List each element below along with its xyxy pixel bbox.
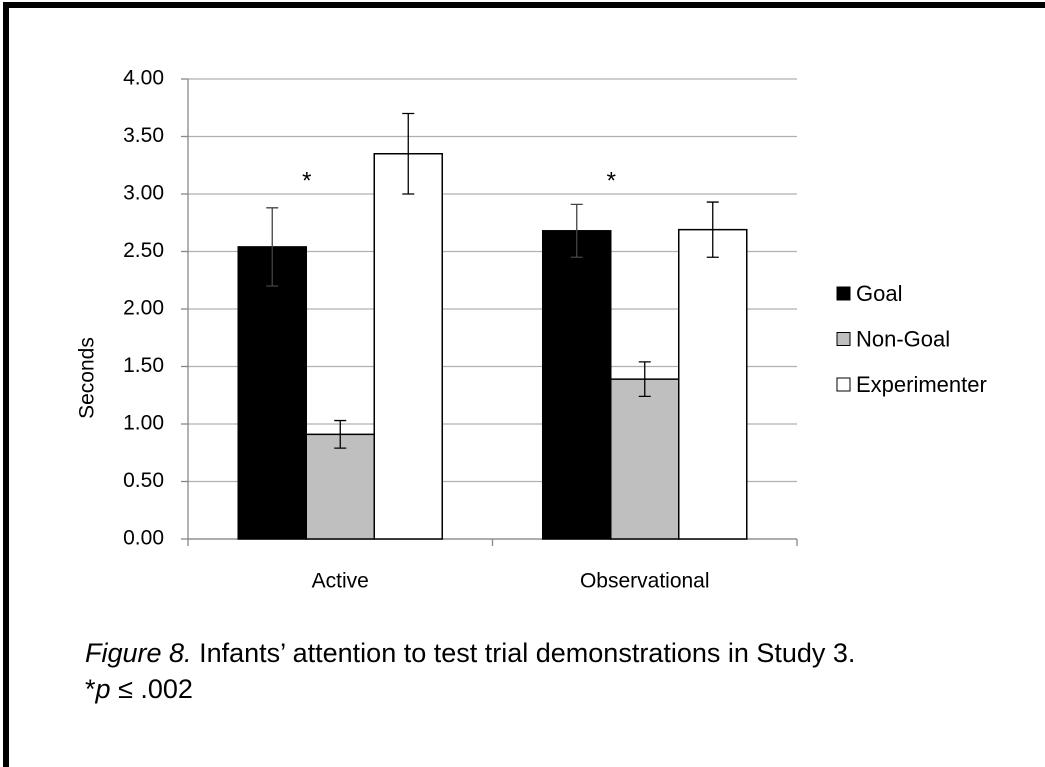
y-axis-label: Seconds (76, 337, 99, 419)
caption-label: Figure 8. (85, 638, 192, 668)
caption: Figure 8. Infants’ attention to test tri… (85, 638, 855, 669)
caption-text: Infants’ attention to test trial demonst… (199, 638, 856, 668)
y-tick-label: 2.50 (123, 239, 164, 262)
y-tick-label: 4.00 (123, 67, 164, 90)
note-p: p (95, 674, 111, 704)
y-tick-label: 3.00 (123, 182, 164, 205)
annotation: * (607, 167, 616, 194)
annotation: * (302, 167, 311, 194)
y-tick-label: 1.00 (123, 412, 164, 435)
bar (678, 228, 748, 540)
error-bar (402, 112, 415, 195)
note-text: ≤ .002 (118, 674, 193, 704)
bar (609, 378, 680, 540)
bar (305, 433, 376, 540)
legend-swatch (836, 377, 851, 392)
error-bar (706, 201, 719, 258)
y-tick-label: 0.00 (123, 527, 164, 550)
legend-label: Non-Goal (856, 326, 950, 351)
bar (237, 246, 307, 540)
bar (373, 153, 444, 540)
error-bar (638, 361, 651, 398)
x-tick-label: Active (312, 570, 369, 593)
legend-label: Experimenter (856, 372, 987, 397)
error-bar (266, 207, 279, 287)
legend-swatch (836, 286, 851, 301)
error-bar (334, 419, 347, 449)
x-tick-label: Observational (580, 570, 710, 593)
bar (541, 230, 612, 540)
error-bar (570, 203, 583, 258)
note-star: * (85, 674, 96, 704)
note: *p ≤ .002 (85, 674, 193, 705)
y-tick-label: 2.00 (123, 297, 164, 320)
legend-label: Goal (856, 281, 902, 306)
y-tick-label: 1.50 (123, 354, 164, 377)
frame-border (3, 2, 1045, 767)
y-tick-label: 3.50 (123, 124, 164, 147)
y-tick-label: 0.50 (123, 469, 164, 492)
legend-swatch (836, 332, 851, 346)
